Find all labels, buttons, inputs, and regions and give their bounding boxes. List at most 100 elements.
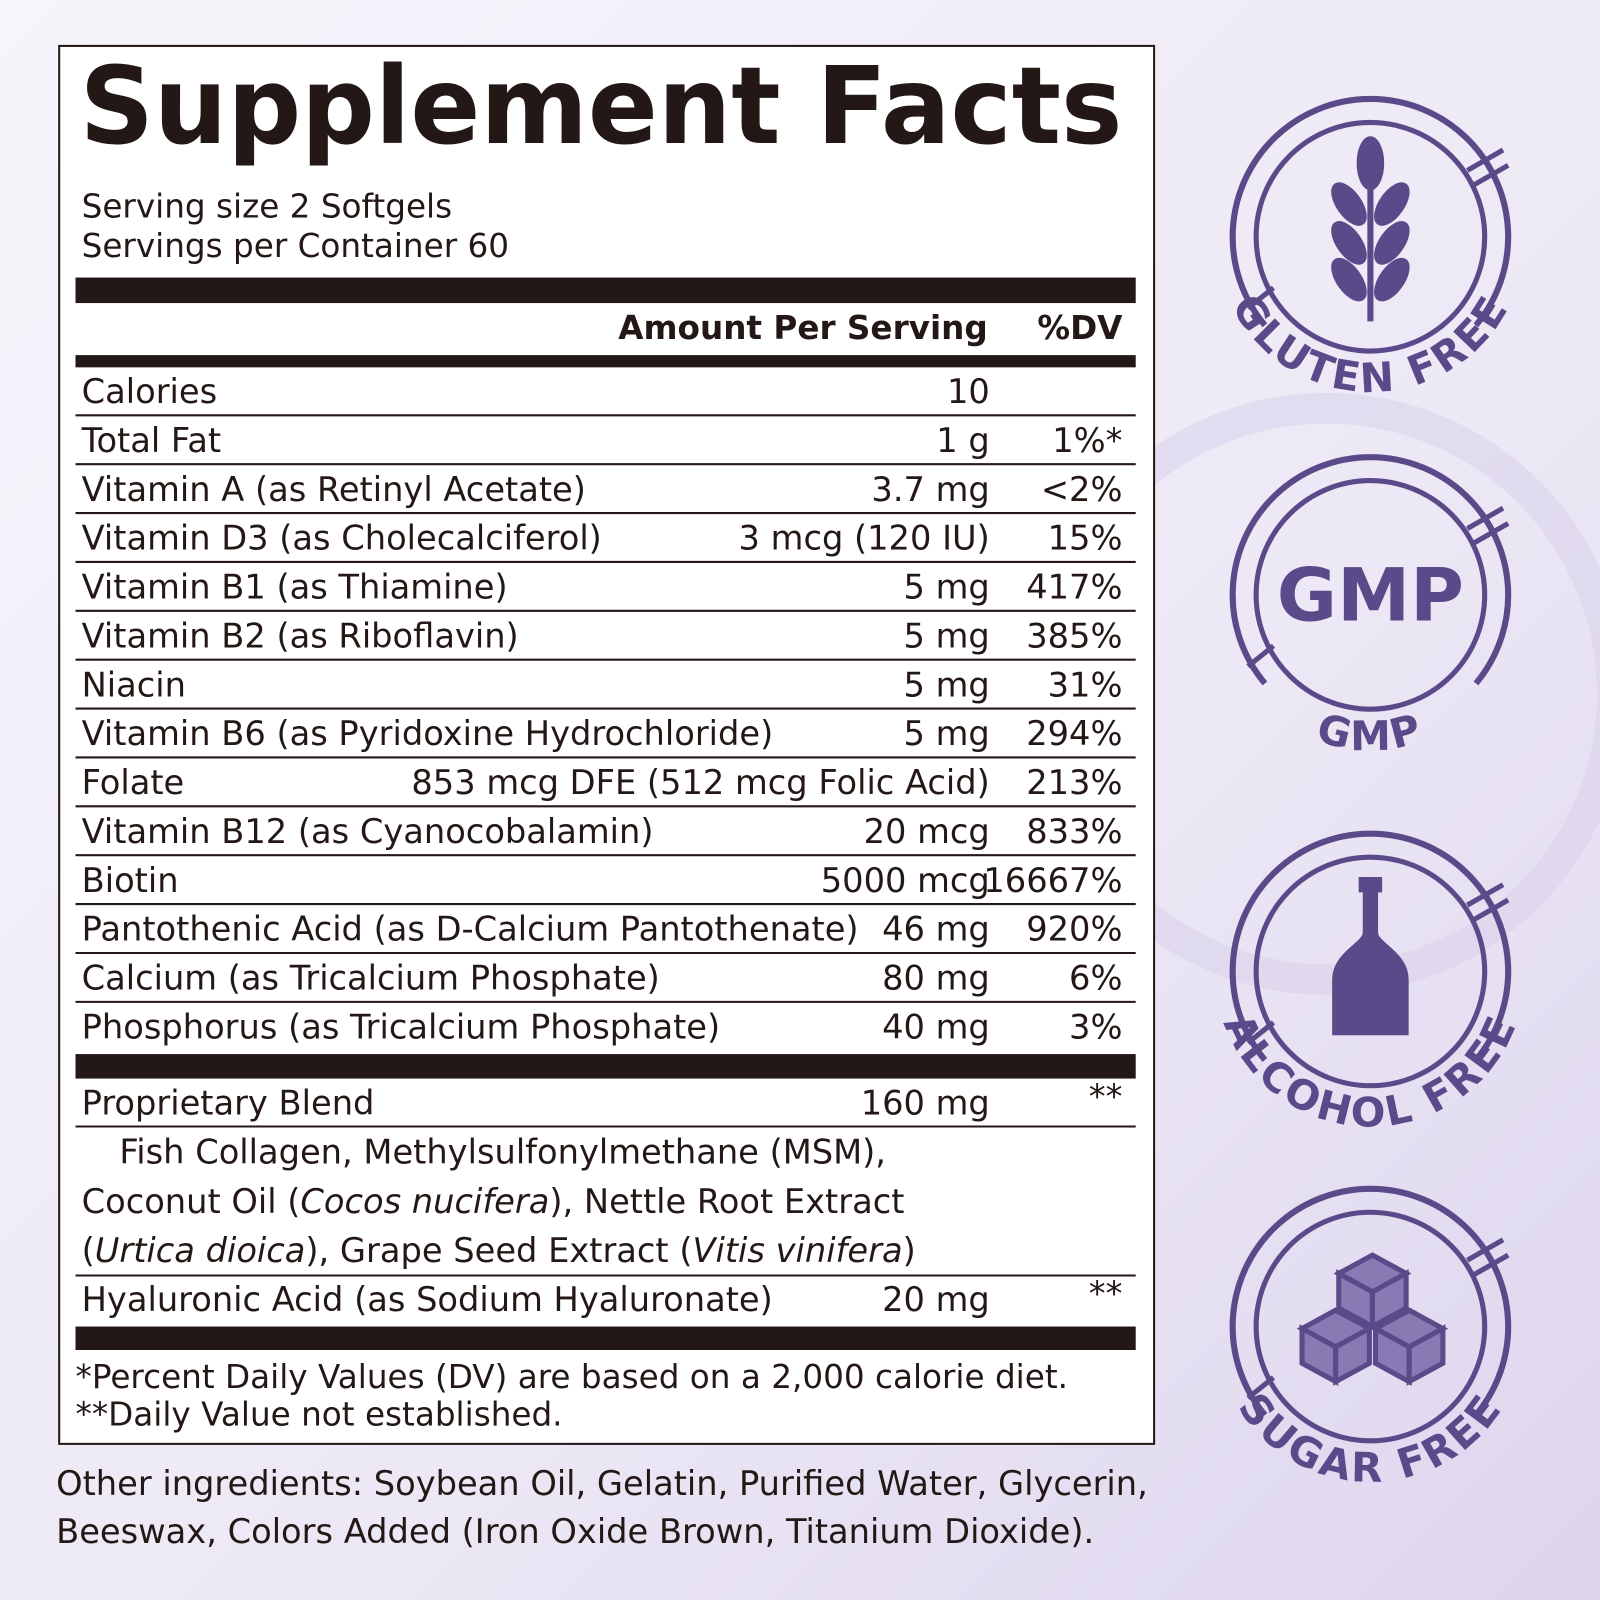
badge-stroke	[1471, 521, 1510, 547]
nutrient-name: Vitamin B1 (as Thiamine)	[82, 568, 508, 607]
badge-ring	[1229, 454, 1512, 686]
badge-stroke	[1466, 505, 1505, 531]
nutrient-name: Calcium (as Tricalcium Phosphate)	[82, 959, 660, 998]
cubes-icon	[1296, 1252, 1449, 1386]
blend-segment: (	[82, 1231, 95, 1270]
nutrient-dv: 294%	[1026, 714, 1122, 753]
nutrient-dv: **	[1089, 1077, 1123, 1116]
badge-inner-ring	[1253, 854, 1488, 1089]
nutrient-amount: 3 mcg (120 IU)	[739, 519, 990, 558]
badge-stroke	[1466, 882, 1505, 908]
nutrient-dv: 385%	[1026, 616, 1122, 655]
nutrient-amount: 1 g	[936, 421, 989, 460]
badge-inner-ring	[1253, 119, 1488, 354]
blend-segment: Vitis vinifera	[692, 1231, 902, 1270]
badge-stroke	[1466, 147, 1505, 173]
nutrient-amount: 20 mcg	[864, 812, 990, 851]
badge-center: GMP	[1277, 553, 1464, 638]
wheat-icon	[1331, 136, 1410, 322]
nutrient-name: Vitamin B12 (as Cyanocobalamin)	[82, 812, 654, 851]
nutrient-name: Vitamin D3 (as Cholecalciferol)	[82, 519, 602, 558]
bar	[75, 355, 1136, 368]
blend-line: (Urtica dioica), Grape Seed Extract (Vit…	[82, 1231, 916, 1270]
other-ingredients: Beeswax, Colors Added (Iron Oxide Brown,…	[56, 1512, 1094, 1551]
nutrient-name: Pantothenic Acid (as D-Calcium Pantothen…	[82, 910, 859, 949]
nutrient-dv: 920%	[1026, 910, 1122, 949]
blend-segment: Coconut Oil (	[82, 1182, 301, 1221]
nutrient-amount: 10	[947, 372, 990, 411]
nutrient-dv: 16667%	[983, 861, 1122, 900]
nutrient-dv: 213%	[1026, 763, 1122, 802]
nutrient-amount: 46 mg	[882, 910, 990, 949]
other-ingredients: Other ingredients: Soybean Oil, Gelatin,…	[56, 1464, 1148, 1503]
nutrient-name: Phosphorus (as Tricalcium Phosphate)	[82, 1007, 720, 1046]
nutrient-dv: 1%*	[1052, 421, 1122, 460]
footnote: **Daily Value not established.	[76, 1396, 563, 1434]
badge-inner-ring	[1253, 478, 1488, 712]
nutrient-amount: 5 mg	[904, 568, 990, 607]
icons	[1296, 136, 1449, 1386]
badge-inner-ring	[1253, 1209, 1488, 1444]
badge-label: GMP	[1312, 704, 1428, 760]
badge-ring	[1229, 1185, 1512, 1418]
nutrient-dv: <2%	[1041, 470, 1123, 509]
nutrient-name: Calories	[82, 372, 218, 411]
badge-stroke	[1466, 1237, 1505, 1263]
nutrient-name: Total Fat	[81, 421, 221, 460]
blend-segment: Urtica dioica	[95, 1231, 306, 1270]
nutrient-name: Niacin	[82, 665, 186, 704]
nutrient-name: Vitamin A (as Retinyl Acetate)	[82, 470, 586, 509]
nutrient-dv: 417%	[1026, 568, 1122, 607]
nutrient-dv: **	[1089, 1274, 1123, 1313]
badge-ring	[1229, 830, 1512, 1062]
badge-stroke	[1246, 1020, 1276, 1045]
nutrient-amount: 853 mcg DFE (512 mcg Folic Acid)	[411, 763, 989, 802]
blend-segment: Fish Collagen, Methylsulfonylmethane (MS…	[119, 1132, 886, 1171]
blend-line: Coconut Oil (Cocos nucifera), Nettle Roo…	[82, 1182, 905, 1221]
bar	[75, 1054, 1136, 1079]
nutrient-amount: 5 mg	[904, 665, 990, 704]
header-amount: Amount Per Serving	[618, 309, 987, 347]
serving-size: Serving size 2 Softgels	[82, 187, 452, 225]
nutrient-amount: 20 mg	[882, 1280, 990, 1319]
nutrient-name: Vitamin B6 (as Pyridoxine Hydrochloride)	[82, 714, 774, 753]
badge-stroke	[1471, 1252, 1510, 1278]
nutrient-amount: 40 mg	[882, 1007, 990, 1046]
badge-stroke	[1246, 643, 1276, 669]
badge-label-path: GMP	[1312, 704, 1425, 760]
footnote: *Percent Daily Values (DV) are based on …	[76, 1358, 1069, 1396]
bottle-icon	[1332, 877, 1409, 1036]
bar	[75, 1326, 1136, 1350]
badge-ring	[1229, 95, 1512, 328]
nutrient-amount: 5000 mcg	[821, 861, 990, 900]
nutrient-name: Proprietary Blend	[82, 1083, 375, 1122]
nutrient-name: Hyaluronic Acid (as Sodium Hyaluronate)	[82, 1280, 773, 1319]
nutrient-amount: 5 mg	[904, 714, 990, 753]
blend-segment: )	[903, 1231, 916, 1270]
nutrient-name: Vitamin B2 (as Riboflavin)	[82, 616, 519, 655]
nutrient-dv: 6%	[1069, 959, 1122, 998]
nutrient-amount: 160 mg	[861, 1083, 990, 1122]
nutrient-amount: 5 mg	[904, 616, 990, 655]
nutrient-amount: 80 mg	[882, 959, 990, 998]
bar	[75, 277, 1136, 304]
nutrient-name: Biotin	[82, 861, 179, 900]
nutrient-dv: 15%	[1048, 519, 1123, 558]
nutrient-amount: 3.7 mg	[871, 470, 989, 509]
blend-segment: ), Nettle Root Extract	[549, 1182, 904, 1221]
blend-segment: ), Grape Seed Extract (	[305, 1231, 692, 1270]
badge-stroke	[1246, 1375, 1276, 1400]
rows: Calories 10 Total Fat 1 g 1%* Vitamin A (as R…	[56, 372, 1148, 1551]
nutrient-dv: 31%	[1048, 665, 1123, 704]
title: Supplement Facts	[80, 45, 1123, 169]
nutrient-dv: 833%	[1026, 812, 1122, 851]
badge-stroke	[1471, 897, 1510, 923]
nutrient-dv: 3%	[1069, 1007, 1122, 1046]
badge-stroke	[1471, 163, 1510, 188]
header-dv: %DV	[1037, 309, 1123, 347]
badge-stroke	[1246, 285, 1276, 311]
servings: Servings per Container 60	[82, 227, 509, 265]
blend-line: Fish Collagen, Methylsulfonylmethane (MS…	[119, 1132, 886, 1171]
